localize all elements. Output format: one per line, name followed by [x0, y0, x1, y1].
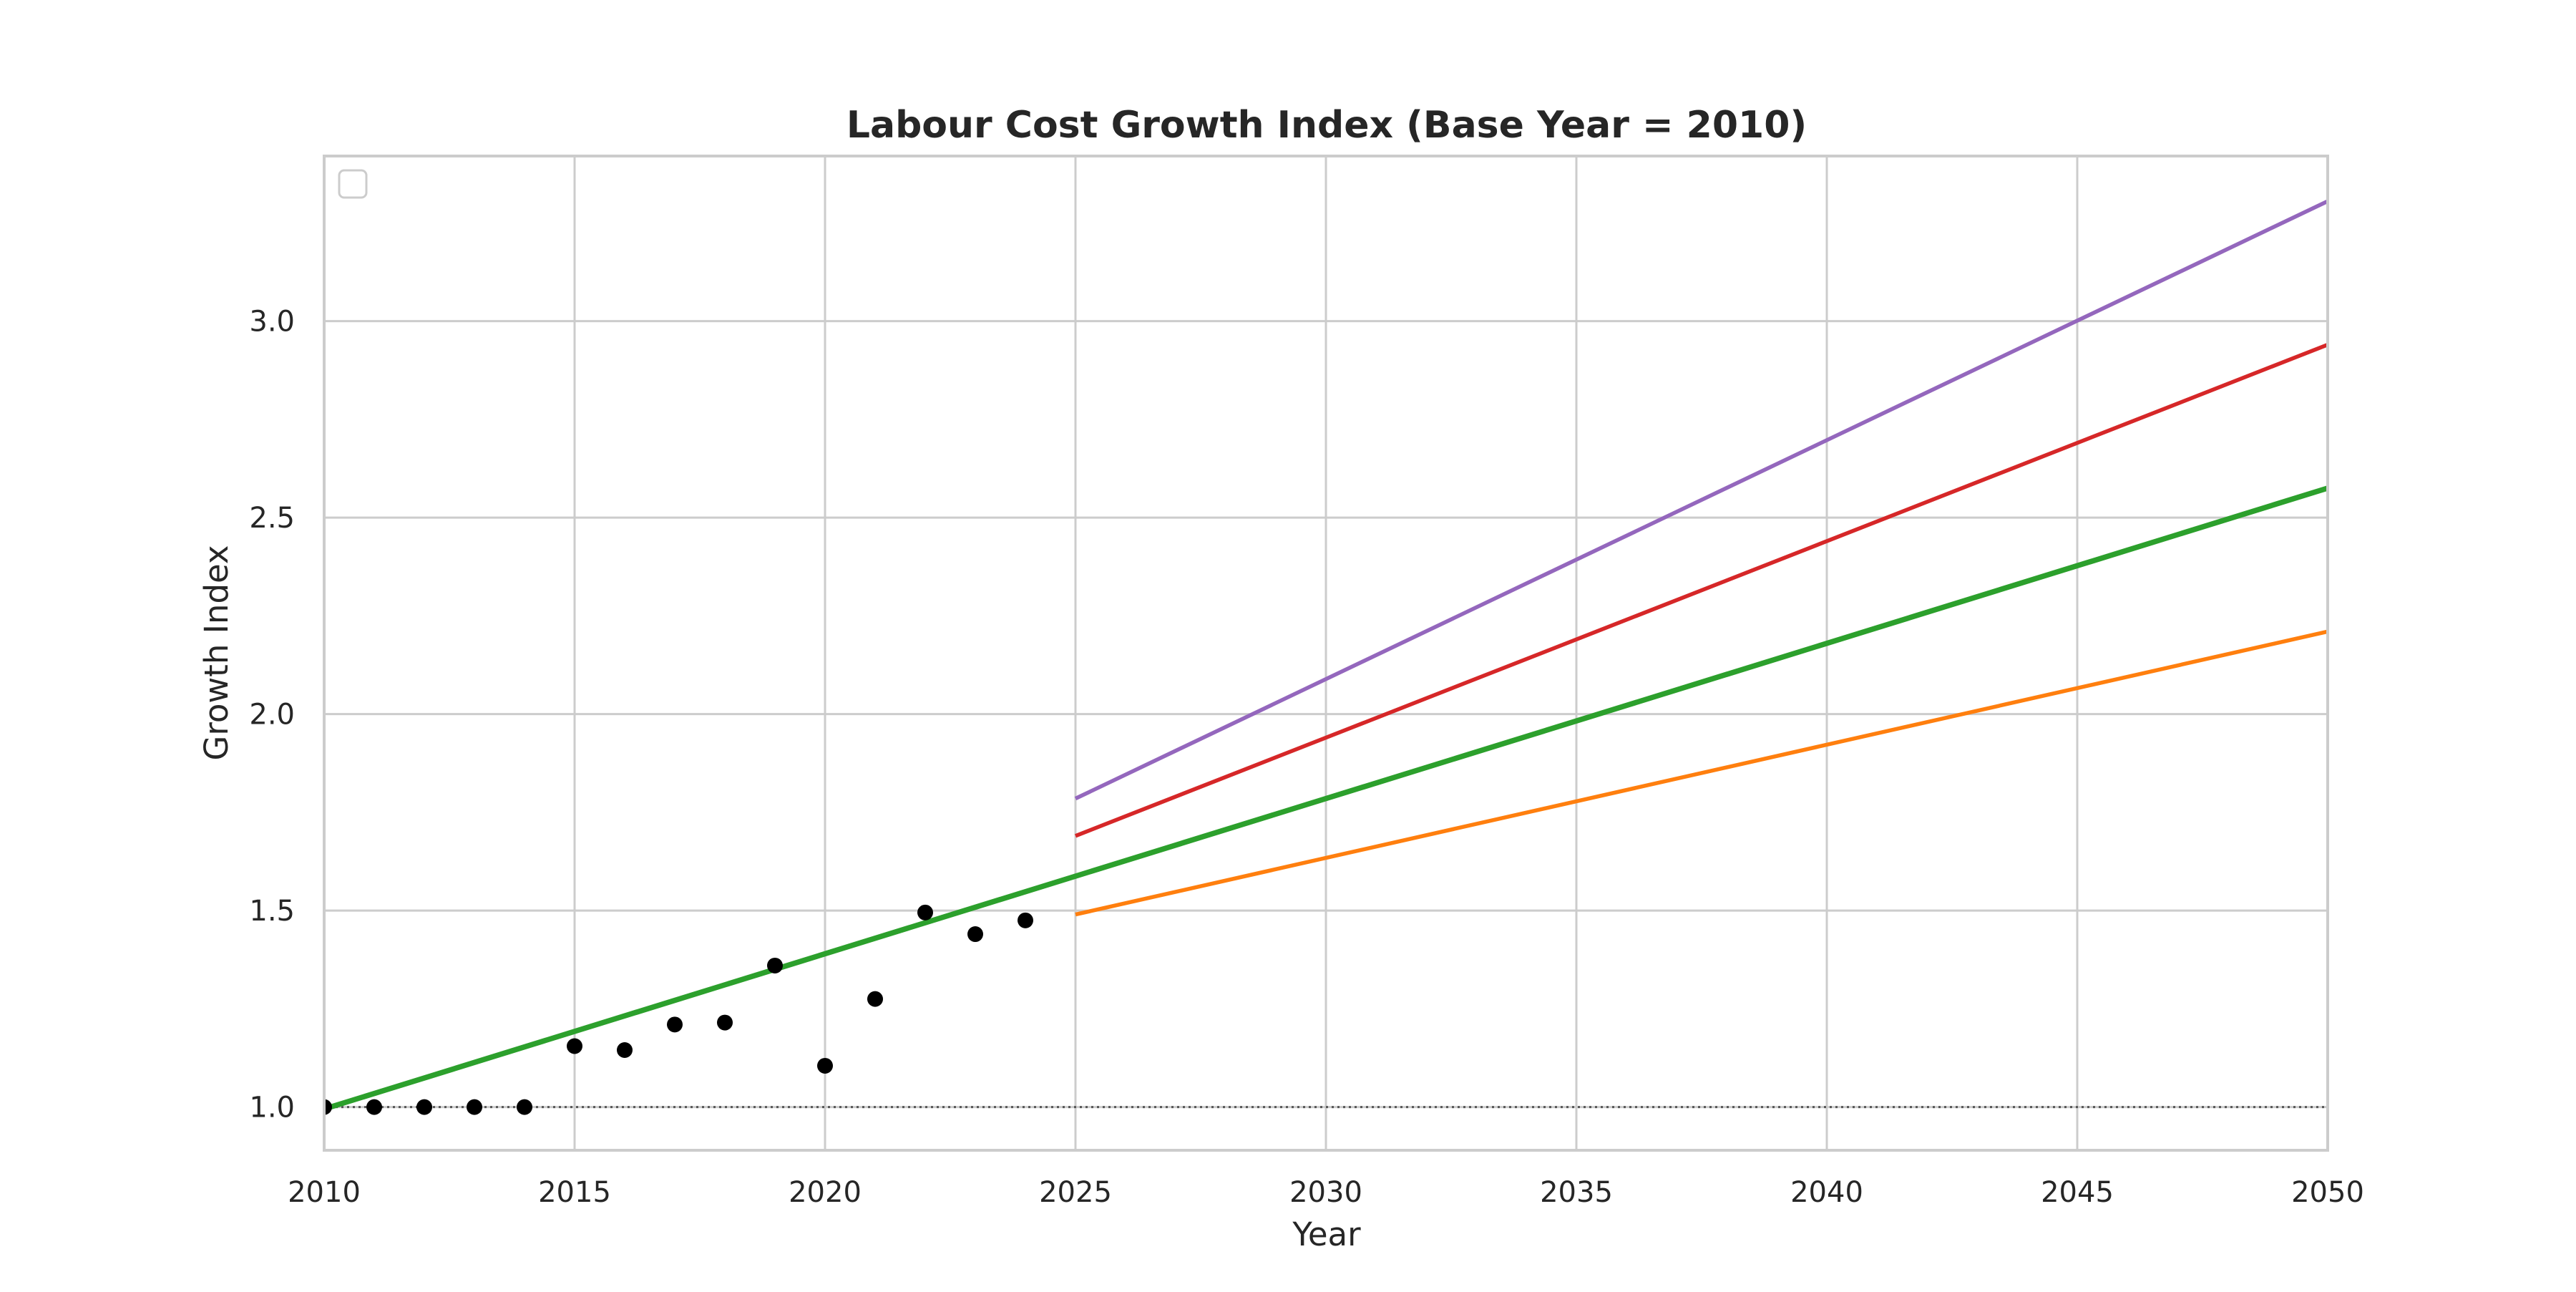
observed-point	[1018, 912, 1033, 928]
observed-point	[717, 1014, 733, 1031]
y-tick-labels: 1.0 1.5 2.0 2.5 3.0	[249, 306, 295, 1125]
x-axis-label: Year	[1292, 1215, 1361, 1253]
observed-point	[867, 991, 883, 1007]
observed-point	[667, 1016, 683, 1033]
legend-box	[338, 169, 368, 199]
x-tick-label: 2025	[1039, 1176, 1112, 1209]
observed-point	[617, 1042, 633, 1059]
x-tick-label: 2035	[1540, 1176, 1613, 1209]
x-tick-label: 2050	[2291, 1176, 2364, 1209]
series-line-3	[1074, 342, 2329, 838]
observed-point	[416, 1099, 432, 1115]
observed-point	[817, 1057, 833, 1074]
observed-point	[967, 926, 983, 943]
series-line-2	[1075, 629, 2328, 917]
observed-point	[767, 957, 783, 973]
y-tick-label: 2.5	[249, 502, 295, 535]
observed-points	[324, 904, 1033, 1115]
x-tick-labels: 2010 2015 2020 2025 2030 2035 2040 2045 2050	[288, 1176, 2364, 1209]
y-tick-label: 2.0	[249, 699, 295, 732]
x-tick-label: 2015	[538, 1176, 611, 1209]
y-tick-label: 1.5	[249, 895, 295, 928]
x-tick-label: 2030	[1289, 1176, 1362, 1209]
projection-lines	[323, 199, 2329, 1112]
gridlines	[323, 156, 2329, 1150]
observed-point	[366, 1099, 382, 1115]
chart-title: Labour Cost Growth Index (Base Year = 20…	[847, 104, 1807, 147]
x-tick-label: 2040	[1790, 1176, 1863, 1209]
series-line-4	[1074, 199, 2329, 801]
y-tick-label: 1.0	[249, 1092, 295, 1125]
observed-point	[917, 904, 933, 921]
series-line-1	[323, 485, 2329, 1112]
y-tick-label: 3.0	[249, 306, 295, 339]
observed-point	[517, 1099, 532, 1115]
x-tick-label: 2045	[2041, 1176, 2114, 1209]
plot-frame	[323, 155, 2329, 1152]
observed-point	[467, 1099, 482, 1115]
x-tick-label: 2010	[288, 1176, 361, 1209]
observed-point	[324, 1099, 332, 1115]
y-axis-label: Growth Index	[197, 545, 235, 760]
observed-point	[567, 1038, 582, 1054]
x-tick-label: 2020	[789, 1176, 862, 1209]
